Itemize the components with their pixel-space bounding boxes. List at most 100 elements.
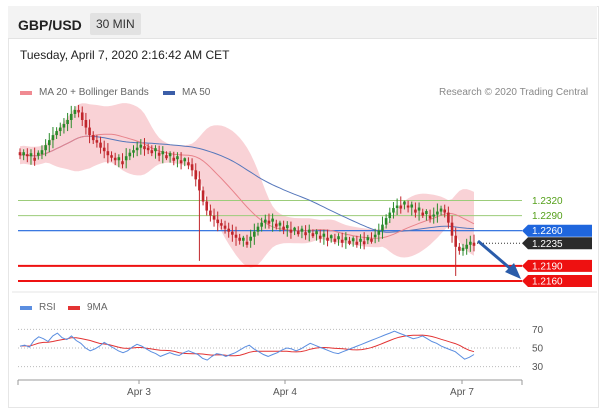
level-tag-4 [522,259,592,272]
candle-body-90 [348,240,351,244]
candle-body-117 [447,212,450,223]
candle-body-55 [220,223,223,226]
candle-body-81 [315,231,318,235]
candle-body-33 [139,144,143,148]
candle-body-0 [18,152,22,156]
legend-ma50: MA 50 [163,87,210,98]
level-label-5: 1.2160 [532,277,563,288]
candle-body-61 [242,237,245,241]
candle-body-102 [392,208,395,213]
candle-body-77 [300,228,304,232]
candle-body-100 [384,218,388,225]
candle-body-7 [44,145,47,151]
level-label-1: 1.2290 [532,211,563,222]
candle-body-94 [362,241,366,245]
candle-body-96 [370,238,373,242]
candle-body-124 [472,242,476,246]
candle-body-91 [351,238,355,242]
candle-body-58 [231,231,234,235]
candle-body-64 [253,231,256,237]
candle-body-113 [432,214,436,217]
candle-body-27 [117,157,121,161]
rsi-swatch [20,305,32,310]
candle-body-36 [150,150,154,154]
arrow-head [505,263,521,279]
candle-body-65 [256,226,260,232]
arrow-shaft [477,239,513,272]
legend-rsi-label: RSI [39,302,56,313]
candle-body-24 [106,151,110,156]
candle-body-31 [132,150,135,153]
candle-body-15 [73,109,77,114]
candle-body-99 [381,224,384,231]
candle-body-50 [201,190,205,202]
candle-body-80 [311,233,315,237]
candle-body-11 [58,127,62,132]
candle-body-83 [322,233,326,237]
rsi-tick-label-2: 30 [532,362,544,373]
candle-body-95 [366,237,370,241]
legend-9ma-label: 9MA [87,302,108,313]
candle-body-109 [417,207,421,211]
candle-body-14 [69,113,73,120]
candle-body-10 [55,131,58,136]
moving-averages [19,133,475,239]
candle-body-72 [282,226,285,230]
candle-body-85 [329,235,333,239]
candle-body-105 [403,201,406,205]
rsi-line [19,330,475,361]
ma50-swatch [163,90,175,95]
candle-body-46 [187,162,190,166]
candle-body-107 [410,204,414,208]
candle-body-20 [91,135,95,141]
candle-body-103 [395,205,399,209]
candle-body-43 [176,156,179,160]
candle-body-42 [172,157,176,161]
candle-body-98 [377,230,381,235]
candle-body-69 [271,218,274,222]
candle-body-34 [143,146,146,150]
timeframe-badge[interactable]: 30 MIN [90,13,141,35]
candle-body-32 [135,147,139,151]
candle-body-30 [128,152,132,157]
candle-body-121 [461,247,465,251]
candle-body-25 [110,155,113,158]
candle-body-89 [344,237,348,241]
legend-9ma: 9MA [68,302,108,313]
candle-body-53 [212,215,216,220]
candle-body-28 [121,161,124,165]
candle-body-5 [37,152,40,156]
candle-body-19 [88,127,91,136]
candle-body-111 [425,211,428,215]
candle-body-115 [439,208,443,212]
candle-body-79 [307,229,311,233]
candle-body-86 [333,238,337,242]
ma20-swatch [20,90,32,95]
candle-body-23 [102,147,106,152]
x-axis: Apr 3 Apr 4 Apr 7 [17,379,523,398]
candle-body-13 [66,120,69,125]
legend-rsi: RSI [20,302,56,313]
level-label-3: 1.2235 [532,239,563,250]
bollinger-band [20,103,474,268]
candle-body-114 [436,211,439,215]
candle-body-37 [154,148,157,152]
candle-body-4 [33,157,36,161]
credit-text: Research © 2020 Trading Central [439,87,589,98]
level-label-4: 1.2190 [532,261,563,272]
candle-body-60 [238,237,241,241]
candle-body-97 [373,234,377,238]
candle-body-71 [278,222,282,226]
candle-body-44 [179,160,183,164]
candle-body-68 [267,220,271,224]
candle-body-45 [183,158,187,162]
candle-body-110 [421,212,425,216]
candle-body-47 [190,164,194,171]
candle-body-17 [80,112,84,120]
candle-body-6 [40,150,44,155]
candle-body-123 [469,241,472,245]
level-tag-3 [522,237,592,250]
legend-ma20-label: MA 20 + Bollinger Bands [39,87,149,98]
candle-body-104 [399,205,403,209]
candle-body-40 [165,155,168,159]
